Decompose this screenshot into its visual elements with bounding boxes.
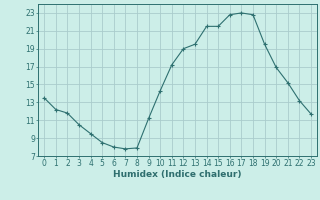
X-axis label: Humidex (Indice chaleur): Humidex (Indice chaleur) (113, 170, 242, 179)
